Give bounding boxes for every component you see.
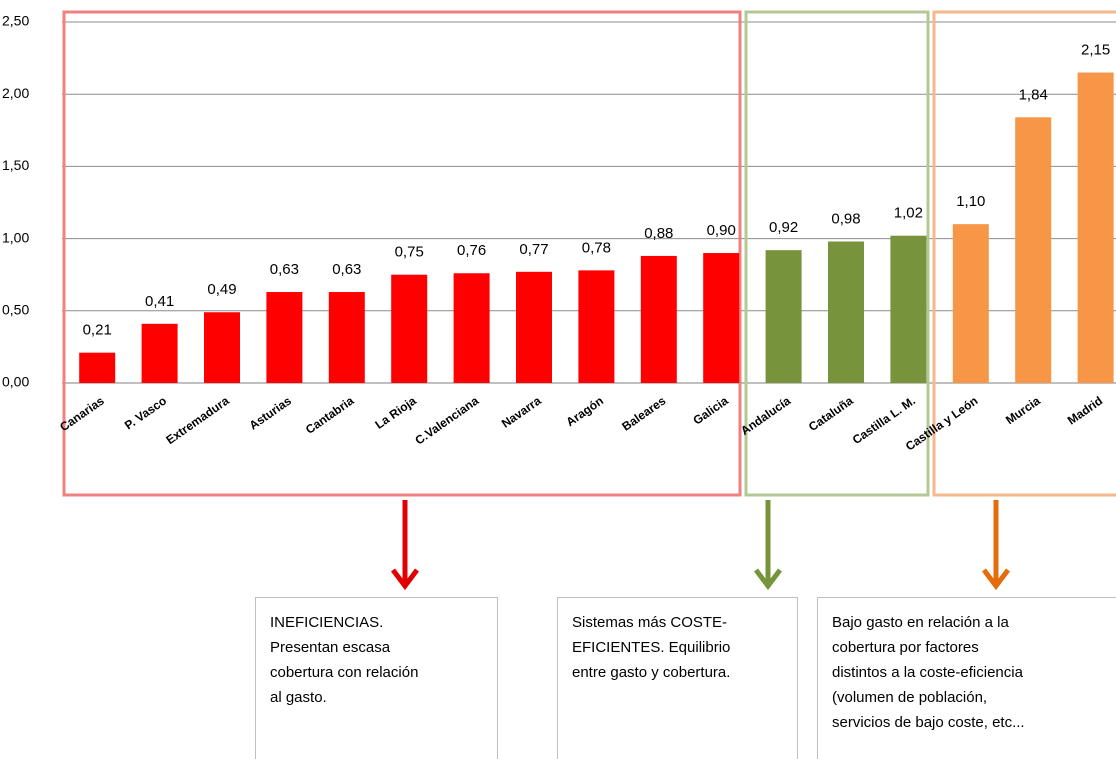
data-label: 0,21	[83, 322, 112, 339]
annotation-line: servicios de bajo coste, etc...	[832, 714, 1025, 731]
y-tick-label: 1,50	[2, 157, 29, 173]
bar	[952, 224, 989, 383]
data-label: 0,76	[457, 242, 486, 259]
bar	[703, 253, 740, 383]
annotation-line: Bajo gasto en relación a la	[832, 614, 1009, 631]
x-tick-label: Murcia	[1003, 393, 1043, 427]
data-label: 0,88	[644, 225, 673, 242]
data-label: 0,75	[395, 244, 424, 261]
x-tick-label: C.Valenciana	[412, 393, 481, 447]
y-tick-label: 0,50	[2, 302, 29, 318]
x-tick-label: Asturias	[247, 393, 295, 432]
x-tick-label: La Rioja	[372, 393, 419, 431]
annotation-box: INEFICIENCIAS. Presentan escasa cobertura …	[255, 597, 498, 759]
annotation-box: Bajo gasto en relación a la cobertura por…	[817, 597, 1116, 759]
data-label: 0,78	[582, 239, 611, 256]
x-tick-label: P. Vasco	[122, 394, 169, 433]
annotation-line: INEFICIENCIAS.	[270, 614, 384, 631]
arrow	[391, 500, 419, 591]
group-frame	[62, 10, 742, 497]
bar	[204, 312, 240, 383]
data-label: 0,92	[769, 219, 798, 236]
bar	[578, 270, 615, 383]
annotation-line: entre gasto y cobertura.	[572, 664, 731, 681]
arrow	[982, 500, 1010, 591]
annotation-line: al gasto.	[270, 689, 327, 706]
bar	[266, 292, 303, 383]
data-label: 0,90	[707, 222, 736, 239]
group-frame	[932, 10, 1116, 497]
x-tick-label: Extremadura	[163, 393, 231, 447]
data-label: 0,98	[831, 210, 860, 227]
x-tick-label: Baleares	[619, 393, 668, 433]
bar	[141, 323, 178, 383]
data-label: 1,02	[894, 205, 923, 222]
annotation-line: cobertura con relación	[270, 664, 419, 681]
y-tick-label: 1,00	[2, 229, 29, 245]
data-label: 0,49	[207, 281, 236, 298]
x-tick-label: Cataluña	[806, 393, 856, 434]
x-tick-label: Cantabria	[303, 393, 357, 436]
bar	[79, 352, 116, 383]
annotation-box: Sistemas más COSTE- EFICIENTES. Equilibri…	[557, 597, 798, 759]
data-label: 0,77	[519, 241, 548, 258]
bar	[328, 292, 365, 383]
annotation-line: EFICIENTES. Equilibrio	[572, 639, 731, 656]
data-label: 0,63	[270, 261, 299, 278]
y-tick-label: 0,00	[2, 374, 29, 390]
annotation-line: Sistemas más COSTE-	[572, 614, 728, 631]
data-label: 1,10	[956, 193, 985, 210]
bar	[453, 273, 490, 383]
bar	[391, 274, 428, 383]
bar	[1077, 72, 1114, 383]
group-frame	[744, 10, 930, 497]
data-label: 1,84	[1019, 86, 1048, 103]
annotation-line: distintos a la coste-eficiencia	[832, 664, 1023, 681]
x-tick-label: Galicia	[690, 393, 731, 427]
data-label: 0,63	[332, 261, 361, 278]
annotation-line: cobertura por factores	[832, 639, 979, 656]
y-tick-label: 2,50	[2, 13, 29, 29]
data-label: 0,41	[145, 293, 174, 310]
bar	[828, 241, 864, 383]
data-label: 2,15	[1081, 42, 1110, 59]
bar	[765, 250, 802, 383]
annotation-line: Presentan escasa	[270, 639, 391, 656]
bar	[516, 271, 552, 383]
arrow	[754, 500, 782, 591]
x-tick-label: Navarra	[499, 393, 544, 430]
x-tick-label: Aragón	[564, 394, 606, 430]
x-tick-label: Madrid	[1065, 394, 1105, 428]
bar	[1015, 117, 1052, 383]
y-tick-label: 2,00	[2, 85, 29, 101]
bar	[640, 255, 677, 383]
annotation-line: (volumen de población,	[832, 689, 988, 706]
bar	[890, 235, 927, 383]
